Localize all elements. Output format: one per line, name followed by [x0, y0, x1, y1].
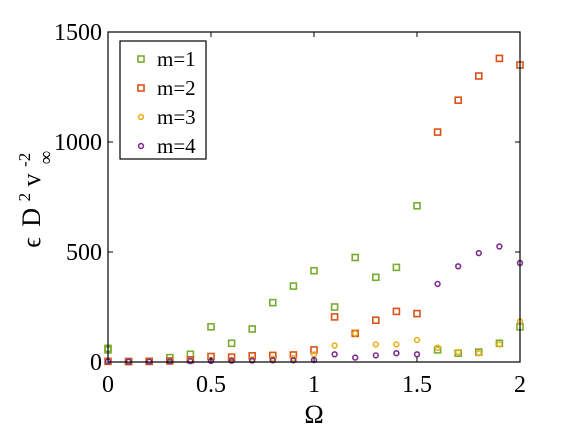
data-point	[330, 313, 339, 321]
y-label-v-exponent: -2	[15, 153, 34, 167]
data-point	[207, 322, 215, 331]
legend-label: m=4	[157, 134, 196, 158]
data-point	[496, 341, 503, 348]
data-point	[434, 280, 441, 288]
data-point	[330, 303, 339, 311]
data-point	[268, 298, 277, 307]
data-point	[496, 243, 503, 250]
data-point	[454, 96, 463, 104]
data-point	[393, 350, 400, 357]
legend-item: m=1	[137, 47, 196, 71]
data-point	[433, 346, 442, 354]
data-point	[372, 341, 379, 348]
legend-marker	[137, 142, 145, 150]
data-point	[413, 202, 421, 210]
x-tick-label: 1	[308, 372, 320, 398]
data-point	[371, 273, 380, 282]
x-axis-label: Ω	[304, 400, 323, 429]
legend-item: m=2	[137, 76, 196, 100]
legend-marker	[137, 55, 145, 63]
legend-item: m=3	[137, 105, 196, 129]
data-point	[248, 325, 256, 333]
y-tick-label: 0	[90, 350, 102, 376]
x-tick-label: 0	[102, 372, 114, 398]
data-point	[434, 344, 441, 351]
data-point	[249, 357, 256, 364]
data-point	[166, 358, 174, 365]
legend-label: m=2	[157, 76, 196, 100]
data-point	[352, 354, 359, 361]
data-point	[227, 353, 236, 361]
x-tick-label: 0.5	[196, 372, 226, 398]
data-point	[352, 330, 359, 337]
data-point	[372, 352, 379, 359]
data-point	[269, 357, 276, 364]
legend-label: m=3	[157, 105, 196, 129]
data-point	[371, 316, 380, 325]
data-point	[310, 351, 318, 358]
y-label-d-exponent: 2	[15, 193, 34, 202]
y-label-v-subscript: ∞	[36, 151, 57, 165]
legend-label: m=1	[157, 47, 196, 71]
legend: m=1 m=2 m=3 m=4	[119, 40, 207, 160]
data-point	[351, 253, 360, 262]
data-point	[413, 351, 421, 358]
data-point	[413, 336, 421, 344]
data-point	[331, 342, 338, 349]
data-point	[227, 339, 236, 348]
data-point	[433, 128, 442, 136]
y-label-d: D	[17, 208, 46, 227]
legend-box	[119, 40, 207, 160]
y-axis-label: ϵ D 2 v -2 ∞	[7, 146, 57, 247]
data-point	[331, 351, 338, 358]
legend-item: m=4	[137, 134, 196, 158]
data-point	[310, 266, 318, 275]
data-point	[413, 309, 421, 318]
data-point	[475, 249, 482, 257]
data-point	[475, 350, 482, 357]
data-point	[455, 348, 462, 356]
y-label-epsilon: ϵ	[17, 237, 46, 248]
data-point	[290, 354, 297, 362]
x-tick-label: 1.5	[402, 372, 432, 398]
data-point	[393, 341, 400, 348]
data-point	[290, 357, 297, 364]
data-point	[495, 54, 504, 63]
data-point	[392, 307, 401, 316]
y-axis-ticks: 0 500 1000 1500	[54, 20, 520, 376]
data-point	[289, 282, 298, 290]
legend-marker	[137, 84, 145, 92]
y-tick-label: 1000	[54, 130, 102, 156]
data-point	[474, 72, 483, 80]
data-point	[187, 357, 194, 365]
y-label-v: v	[17, 173, 46, 186]
y-tick-label: 500	[66, 240, 102, 266]
legend-marker	[137, 113, 145, 121]
data-point	[392, 263, 401, 272]
y-tick-label: 1500	[54, 20, 102, 46]
x-tick-label: 2	[514, 372, 526, 398]
data-point	[228, 357, 235, 364]
data-point	[310, 346, 318, 354]
data-point	[455, 263, 462, 270]
x-axis-ticks: 0 0.5 1 1.5 2	[102, 32, 526, 398]
